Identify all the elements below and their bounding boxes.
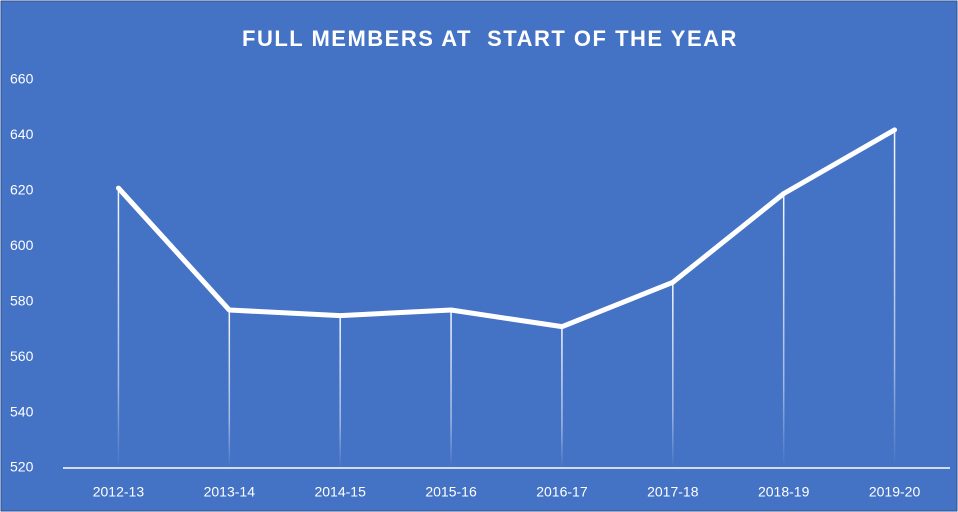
x-tick-label: 2018-19 [758,484,810,500]
y-tick-label: 640 [10,126,34,142]
drop-line [893,129,896,468]
drop-line [117,188,120,469]
y-tick-label: 540 [10,403,34,419]
drop-line [782,193,785,468]
x-tick-label: 2019-20 [869,484,921,500]
line [115,127,898,330]
x-tick-label: 2013-14 [204,484,256,500]
x-tick-label: 2016-17 [536,484,588,500]
y-tick-label: 580 [10,292,34,308]
y-tick-label: 600 [10,237,34,253]
drop-line [672,282,674,468]
y-tick-label: 520 [10,459,34,475]
y-tick-label: 660 [10,71,34,87]
chart-title: FULL MEMBERS AT START OF THE YEAR [242,26,738,51]
drop-line [228,310,231,468]
x-tick-label: 2014-15 [314,484,366,500]
y-tick-label: 620 [10,182,34,198]
x-tick-label: 2015-16 [425,484,477,500]
x-tick-label: 2017-18 [647,484,699,500]
x-tick-label: 2012-13 [93,484,145,500]
drop-line [450,310,452,468]
y-tick-label: 560 [10,348,34,364]
drop-line [561,326,563,468]
drop-line [339,315,341,468]
